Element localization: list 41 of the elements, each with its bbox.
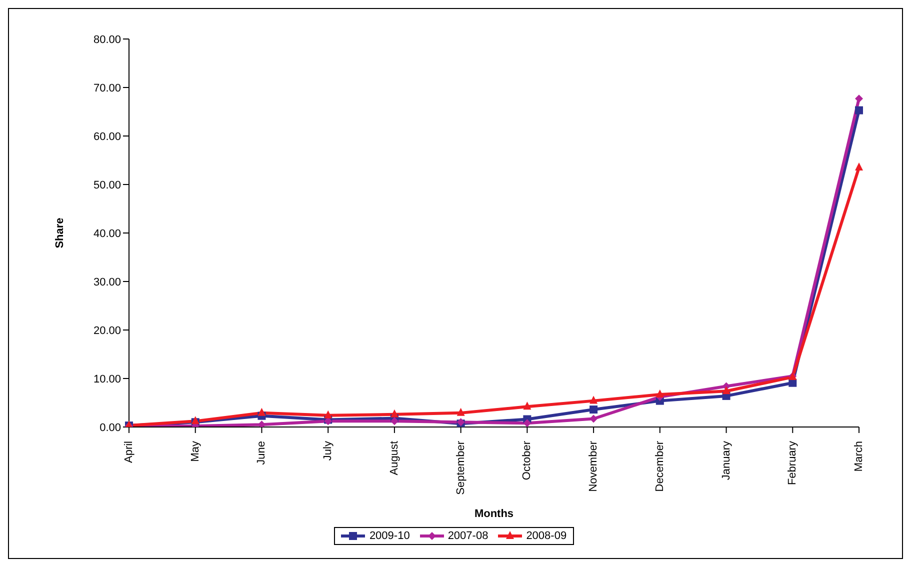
point [523, 402, 532, 410]
point [855, 94, 863, 103]
x-tick-label: December [654, 440, 666, 492]
y-tick-label: 40.00 [93, 228, 121, 240]
x-tick-label: September [454, 440, 467, 495]
y-tick-label: 10.00 [93, 373, 121, 386]
y-tick-label: 0.00 [100, 422, 121, 434]
point [722, 386, 730, 394]
point [590, 406, 598, 414]
x-tick-label: August [388, 441, 400, 476]
point [258, 408, 266, 416]
x-tick-label: February [786, 440, 799, 486]
point [855, 162, 863, 171]
y-tick-label: 60.00 [93, 130, 121, 143]
y-tick-label: 20.00 [93, 324, 121, 337]
x-tick-label: November [588, 440, 600, 492]
point [523, 419, 532, 427]
x-tick-label: March [853, 441, 865, 472]
legend-label: 2008-09 [525, 530, 567, 542]
x-tick-label: June [256, 441, 268, 465]
x-axis-title: Months [474, 508, 514, 520]
point [590, 396, 598, 404]
x-tick-label: October [521, 440, 534, 480]
point [324, 410, 332, 418]
x-tick-label: July [322, 440, 334, 461]
point [390, 409, 398, 418]
y-axis-title: Share [54, 218, 66, 248]
legend-label: 2007-08 [446, 530, 488, 542]
y-tick-label: 70.00 [93, 82, 121, 94]
point [656, 390, 664, 398]
x-tick-label: May [189, 440, 202, 462]
point [456, 408, 465, 416]
y-tick-label: 80.00 [93, 34, 121, 46]
x-tick-label: April [123, 441, 135, 464]
point [390, 417, 398, 426]
legend-label: 2009-10 [368, 530, 410, 542]
x-tick-label: January [720, 440, 732, 480]
y-tick-label: 50.00 [93, 179, 121, 192]
point [855, 106, 863, 114]
y-tick-label: 30.00 [93, 276, 121, 288]
point [590, 414, 598, 423]
